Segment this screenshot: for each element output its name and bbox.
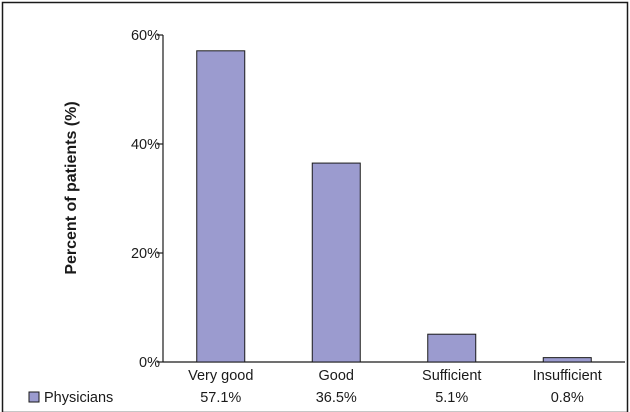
y-tick-label: 20% <box>131 246 160 262</box>
bar <box>196 50 246 363</box>
y-tick-label: 0% <box>139 355 160 371</box>
value-label: 0.8% <box>551 390 584 406</box>
category-label: Very good <box>188 368 253 384</box>
category-label: Good <box>319 368 354 384</box>
y-tick-label: 40% <box>131 137 160 153</box>
bar <box>427 333 477 363</box>
bar <box>542 357 592 363</box>
value-labels: 57.1% 36.5% 5.1% 0.8% <box>200 390 584 406</box>
value-label: 5.1% <box>435 390 468 406</box>
category-label: Sufficient <box>422 368 481 384</box>
bars <box>196 50 592 363</box>
bar <box>311 162 361 363</box>
legend-label: Physicians <box>44 390 113 406</box>
value-label: 36.5% <box>316 390 357 406</box>
category-labels: Very good Good Sufficient Insufficient <box>188 368 602 384</box>
legend: Physicians <box>28 390 113 406</box>
y-tick-label: 60% <box>131 28 160 44</box>
value-label: 57.1% <box>200 390 241 406</box>
category-label: Insufficient <box>533 368 602 384</box>
y-axis-title: Percent of patients (%) <box>63 101 80 274</box>
legend-swatch <box>28 391 40 403</box>
y-ticks: 0% 20% 40% 60% <box>131 28 163 371</box>
